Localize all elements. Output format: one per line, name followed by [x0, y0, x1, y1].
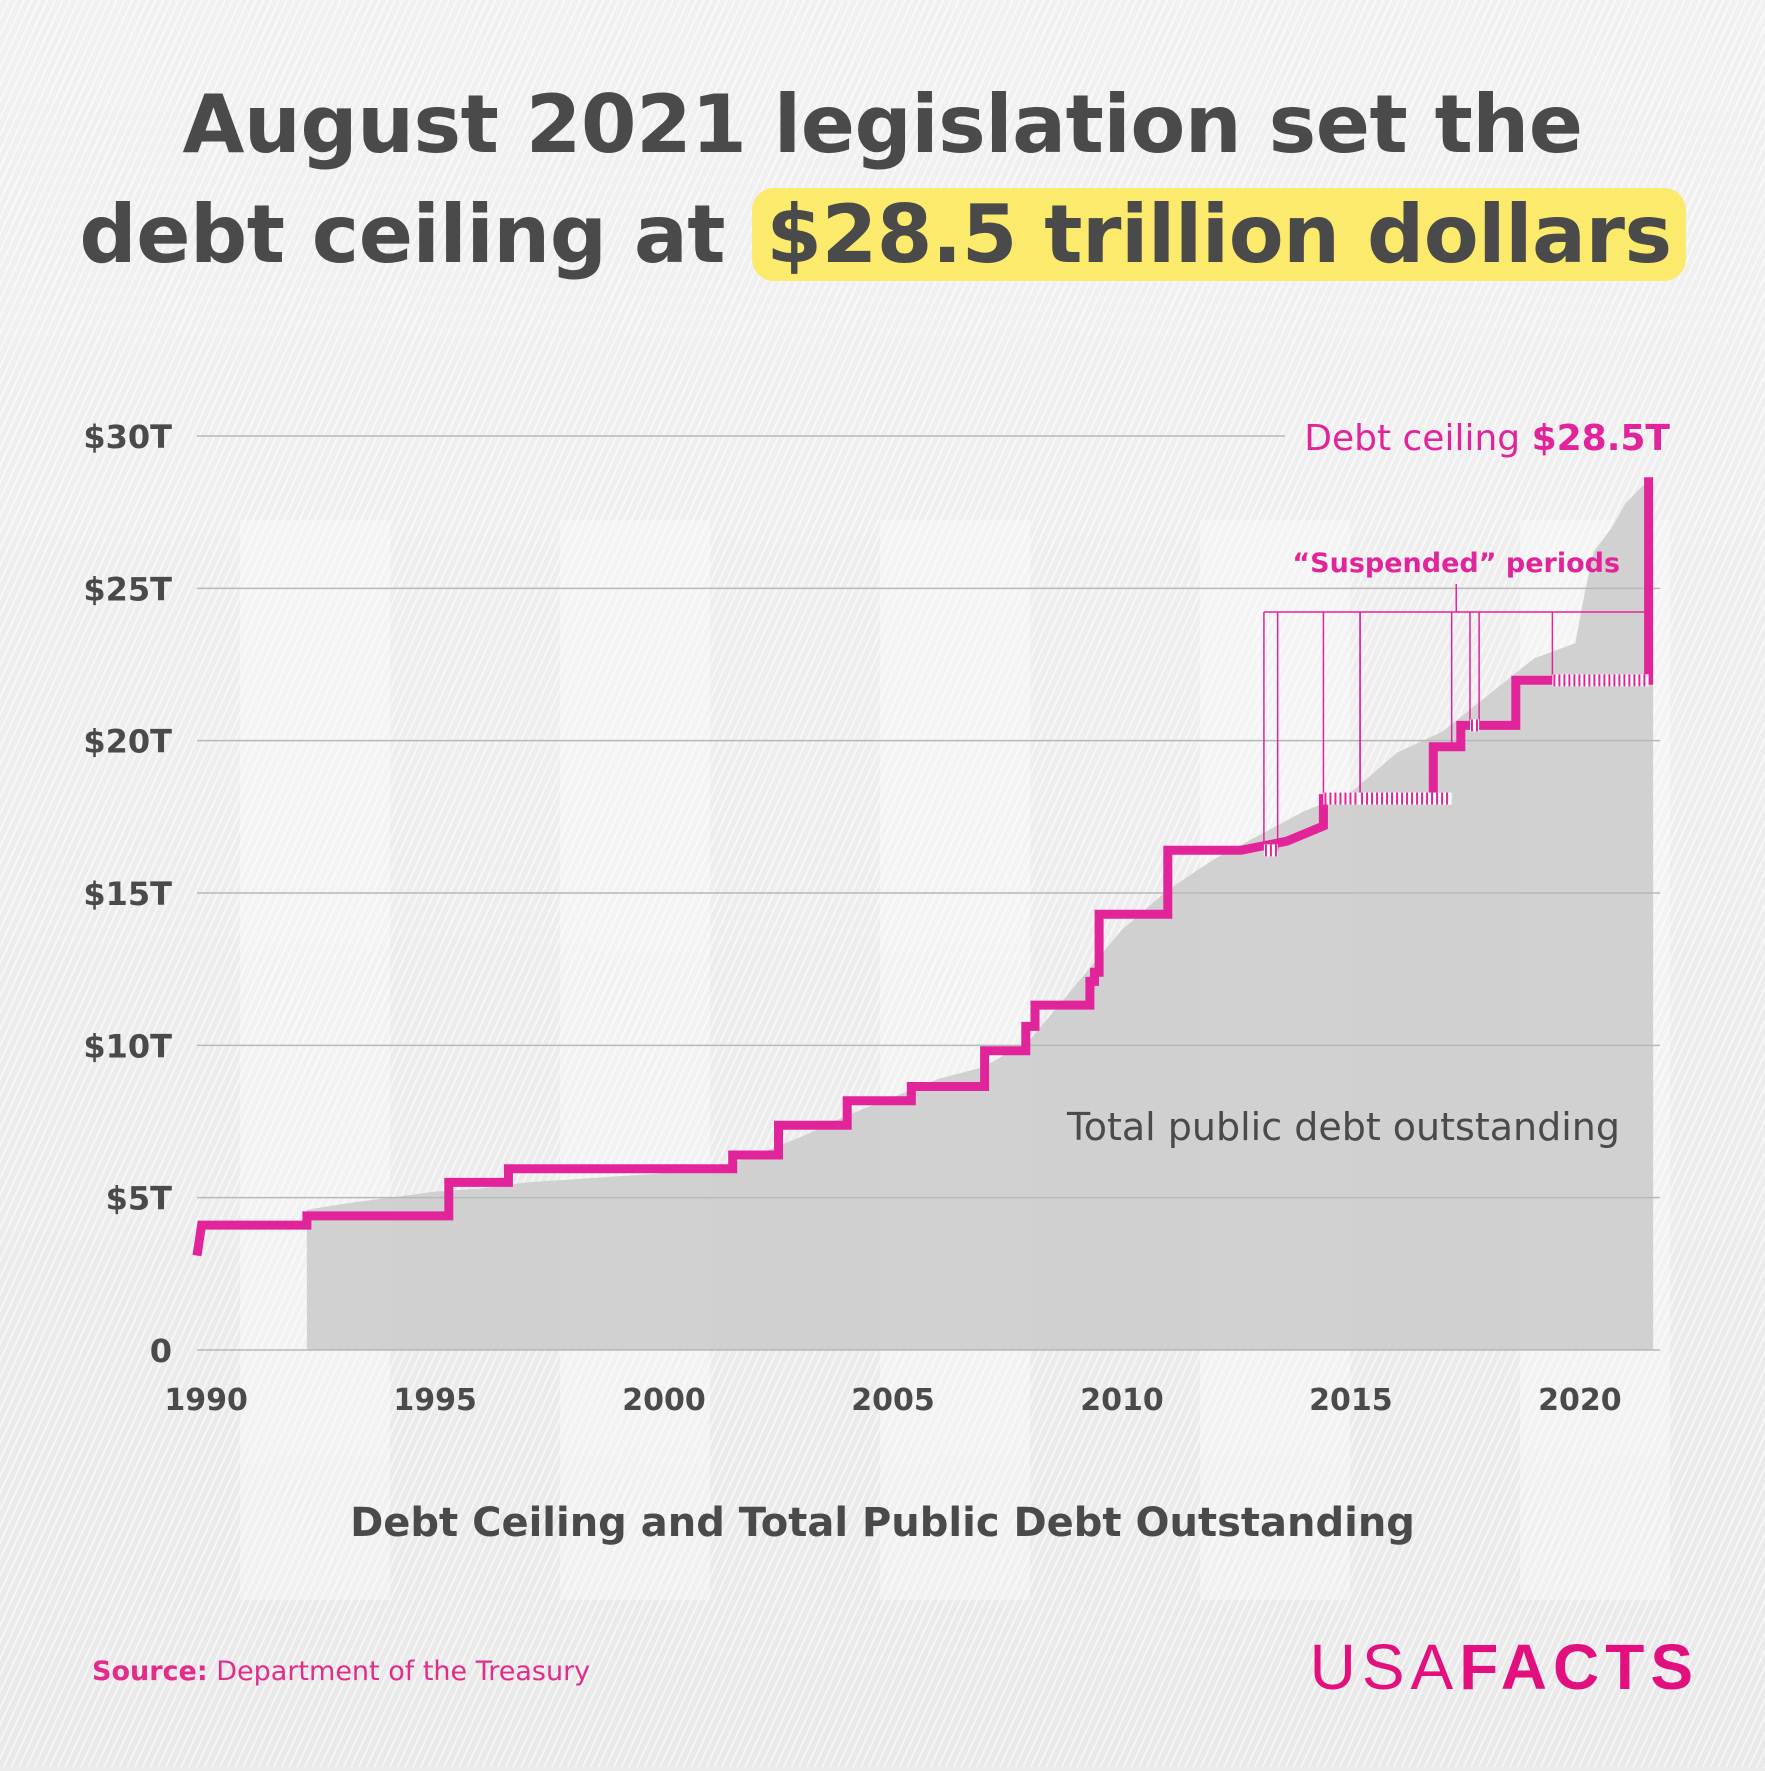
logo-part-facts: FACTS — [1459, 1631, 1699, 1703]
background-column — [240, 520, 390, 1600]
chart-caption: Debt Ceiling and Total Public Debt Outst… — [350, 1500, 1415, 1546]
x-tick-label: 1990 — [164, 1383, 248, 1418]
usafacts-logo: USAFACTS — [1310, 1630, 1699, 1704]
debt-ceiling-label-value: $28.5T — [1532, 418, 1671, 459]
x-tick-label: 2005 — [851, 1383, 935, 1418]
suspended-periods-label: “Suspended” periods — [1292, 548, 1620, 579]
headline-line-2-prefix: debt ceiling at — [79, 188, 753, 282]
x-tick-label: 2010 — [1080, 1383, 1164, 1418]
debt-ceiling-line — [192, 477, 1654, 1257]
source-label: Source: — [92, 1656, 208, 1687]
y-tick-label: $15T — [83, 875, 172, 913]
x-tick-label: 2000 — [622, 1383, 706, 1418]
headline-line-2: debt ceiling at $28.5 trillion dollars — [0, 180, 1765, 290]
headline: August 2021 legislation set the debt cei… — [0, 70, 1765, 291]
headline-highlight: $28.5 trillion dollars — [752, 188, 1686, 282]
background-column — [560, 520, 710, 1600]
debt-ceiling-label: Debt ceiling $28.5T — [1304, 418, 1670, 459]
x-tick-label: 2020 — [1538, 1383, 1622, 1418]
logo-part-usa: USA — [1309, 1631, 1460, 1703]
y-tick-label: $5T — [106, 1180, 173, 1218]
source-text: Department of the Treasury — [216, 1656, 591, 1687]
y-tick-label: 0 — [150, 1332, 172, 1370]
debt-outstanding-area — [306, 481, 1654, 1350]
y-tick-label: $20T — [83, 723, 172, 761]
debt-outstanding-label: Total public debt outstanding — [1066, 1105, 1620, 1149]
headline-line-1: August 2021 legislation set the — [182, 78, 1583, 171]
suspended-segment-bg — [1469, 719, 1480, 732]
y-tick-label: $30T — [83, 418, 172, 456]
debt-ceiling-label-prefix: Debt ceiling — [1304, 418, 1531, 459]
y-tick-label: $25T — [83, 570, 172, 608]
source-note: Source: Department of the Treasury — [92, 1656, 590, 1687]
x-tick-label: 1995 — [393, 1383, 477, 1418]
y-tick-label: $10T — [83, 1027, 172, 1065]
x-tick-label: 2015 — [1309, 1383, 1393, 1418]
